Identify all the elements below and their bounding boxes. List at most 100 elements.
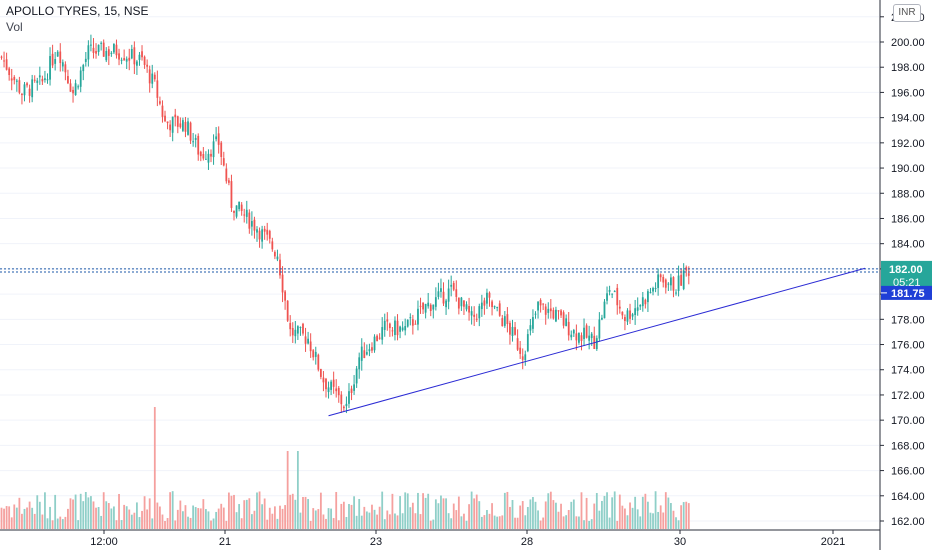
candle-body [284, 291, 287, 301]
candle-body [680, 274, 683, 286]
candle-body [360, 346, 363, 361]
candle-body [348, 391, 350, 404]
candle-body [146, 64, 149, 67]
candle-body [532, 317, 534, 329]
candle-body [503, 316, 506, 326]
volume-bar [626, 515, 629, 529]
candle-body [662, 277, 665, 283]
candle-body [72, 89, 74, 94]
candle-body [202, 154, 205, 159]
candle-body [182, 120, 184, 131]
candle-body [498, 303, 501, 316]
candle-body [322, 377, 325, 383]
x-axis[interactable]: 12:00 21 23 28 30 2021 [0, 529, 880, 550]
grid [0, 16, 879, 522]
volume-bar [56, 518, 59, 529]
volume-bar [79, 493, 82, 529]
volume-bar [480, 516, 483, 529]
candle-body [327, 387, 330, 393]
volume-bar [667, 497, 670, 529]
candle-body [404, 326, 407, 331]
volume-bar [641, 496, 644, 529]
volume-bar [322, 514, 325, 529]
volume-bar [64, 516, 67, 529]
volume-bar [381, 491, 384, 529]
volume-bar [687, 503, 690, 529]
volume-bar [192, 505, 195, 529]
candle-body [240, 204, 243, 211]
volume-bar [128, 509, 131, 529]
volume-bar [273, 506, 276, 529]
volume-bar [100, 515, 103, 529]
candle-body [227, 180, 230, 183]
candle-body [49, 56, 51, 80]
candle-body [606, 293, 608, 301]
volume-bar [51, 520, 54, 529]
volume-legend[interactable]: Vol [6, 20, 23, 34]
volume-bar [159, 506, 161, 529]
x-tick-label: 23 [370, 536, 382, 548]
candle-body [291, 327, 294, 336]
y-tick-label: 200.00 [891, 37, 925, 49]
candle-body [442, 291, 445, 304]
volume-bar [463, 513, 465, 529]
candle-body [125, 58, 128, 62]
candle-body [174, 114, 177, 118]
volume-bar [434, 499, 437, 529]
volume-bar [59, 516, 62, 529]
volume-bar [307, 499, 309, 529]
volume-bar [337, 520, 340, 529]
candle-body [238, 201, 241, 210]
volume-bar [266, 519, 269, 529]
candle-body [450, 284, 453, 287]
candle-body [258, 230, 261, 240]
volume-bar [659, 505, 662, 529]
y-tick-label: 176.00 [891, 340, 925, 352]
candle-body [217, 133, 220, 145]
candle-body [588, 335, 591, 341]
candle-body [677, 275, 680, 291]
volume-bar [611, 497, 614, 529]
candle-body [156, 80, 159, 98]
candle-body [560, 310, 562, 316]
volume-bar [355, 515, 358, 529]
candle-body [647, 291, 649, 303]
volume-bar [296, 451, 299, 529]
volume-bar [15, 507, 18, 529]
volume-bar [314, 510, 317, 529]
candle-body [95, 51, 97, 54]
volume-bar [189, 517, 192, 529]
volume-bar [95, 507, 97, 529]
x-tick-label: 30 [674, 536, 686, 548]
symbol-title[interactable]: APOLLO TYRES, 15, NSE [6, 4, 149, 18]
candle-body [286, 300, 289, 321]
volume-bar [631, 507, 634, 529]
candles [0, 34, 690, 414]
volume-bar [672, 510, 675, 529]
candle-body [358, 357, 361, 370]
drawings[interactable] [0, 267, 879, 417]
candle-body [580, 335, 583, 341]
candle-body [64, 64, 67, 73]
volume-bar [598, 510, 601, 529]
volume-bar [194, 507, 197, 529]
volume-bar [386, 510, 389, 529]
volume-bar [90, 496, 92, 529]
volume-bar [348, 504, 350, 529]
candle-body [92, 47, 95, 53]
volume-bar [225, 520, 228, 529]
volume-bar [233, 494, 235, 529]
candle-body [437, 291, 440, 297]
candle-body [639, 305, 642, 307]
volume-bar [644, 493, 647, 529]
volume-bar [174, 520, 177, 529]
candle-body [629, 310, 631, 319]
candle-body [271, 241, 274, 250]
volume-bar [578, 516, 580, 529]
candle-body [396, 320, 399, 336]
currency-badge[interactable]: INR [893, 4, 921, 22]
y-tick-label: 164.00 [891, 491, 925, 503]
volume-bar [67, 508, 69, 529]
